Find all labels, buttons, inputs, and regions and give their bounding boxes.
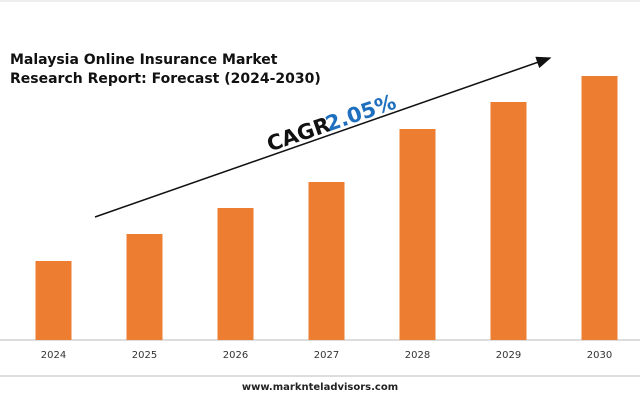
x-tick-label: 2027 — [314, 350, 339, 361]
bar — [490, 102, 527, 340]
x-tick-label: 2024 — [41, 350, 66, 361]
footer: www.marknteladvisors.com — [242, 382, 398, 393]
bar — [399, 129, 436, 340]
trend-arrow — [94, 56, 552, 218]
bar — [35, 261, 72, 340]
bar — [126, 234, 163, 340]
x-tick-label: 2026 — [223, 350, 248, 361]
x-tick-label: 2029 — [496, 350, 521, 361]
x-tick-label: 2025 — [132, 350, 157, 361]
chart-title: Research Report: Forecast (2024-2030) — [10, 71, 321, 87]
x-tick-label: 2030 — [587, 350, 612, 361]
bar — [581, 76, 618, 340]
bar — [308, 182, 345, 340]
bar — [217, 208, 254, 340]
chart-title: Malaysia Online Insurance Market — [10, 52, 278, 68]
x-tick-label: 2028 — [405, 350, 430, 361]
